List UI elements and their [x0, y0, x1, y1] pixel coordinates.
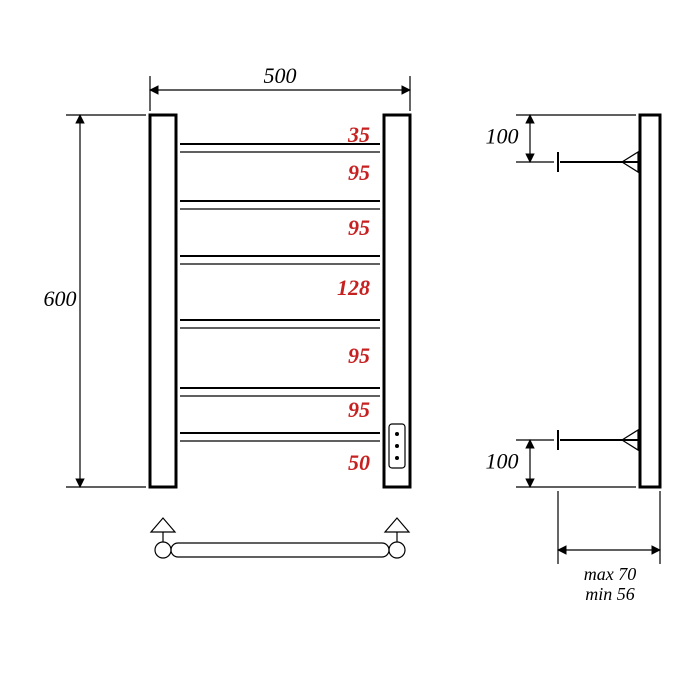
spacing-label: 128 [337, 275, 370, 300]
height-label: 600 [44, 286, 77, 311]
left-post [150, 115, 176, 487]
spacing-label: 35 [347, 122, 370, 147]
spacing-label: 50 [348, 450, 370, 475]
side-top-label: 100 [486, 124, 519, 149]
mount-bracket-icon [151, 518, 175, 532]
dimension-drawing: 35 95 95 128 95 95 50 500 600 100 100 max 70min 56 [0, 0, 700, 700]
spacing-label: 95 [348, 343, 370, 368]
spacing-label: 95 [348, 397, 370, 422]
bottom-bar [171, 543, 389, 557]
spacing-label: 95 [348, 215, 370, 240]
mount-bracket-icon [385, 518, 409, 532]
side-post [640, 115, 660, 487]
right-post [384, 115, 410, 487]
side-bottom-label: 100 [486, 449, 519, 474]
spacing-label: 95 [348, 160, 370, 185]
depth-min-label: min 56 [585, 584, 635, 604]
width-label: 500 [264, 63, 297, 88]
depth-max-label: max 70 [584, 564, 637, 584]
